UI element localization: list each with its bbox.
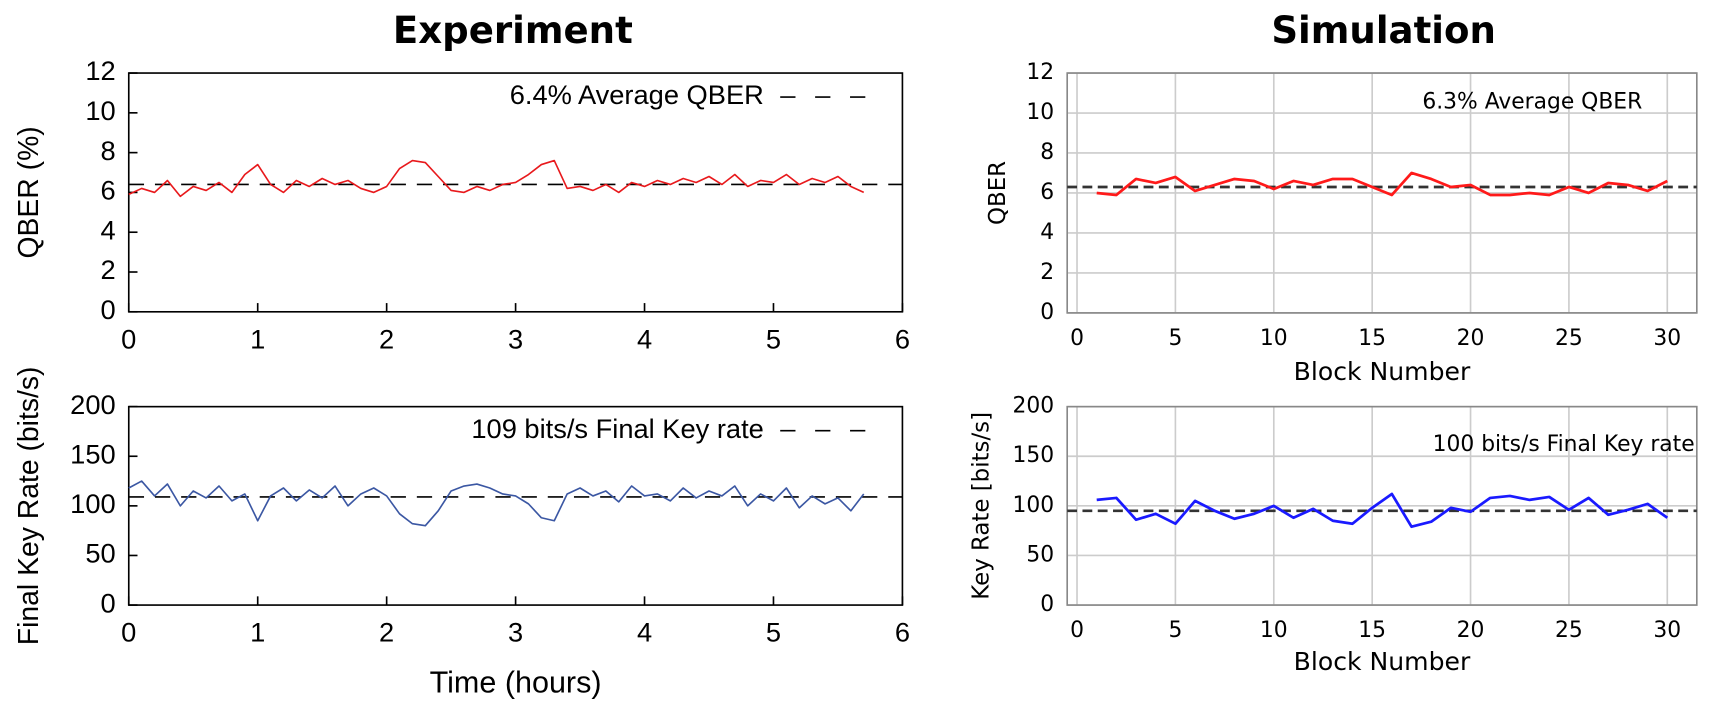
- x-tick-label: 0: [121, 617, 136, 648]
- y-tick-label: 10: [85, 95, 115, 126]
- data-line: [1096, 492, 1669, 529]
- x-tick-label: 2: [379, 617, 394, 648]
- data-line: [1096, 171, 1668, 197]
- x-tick-label: 15: [1358, 618, 1386, 643]
- panel: 0 50 100 150 200 0 1 2 3 4 5 6 109 bits/s Final Key …: [13, 367, 910, 700]
- y-tick-label: 6: [101, 175, 116, 206]
- y-tick-label: 0: [1040, 592, 1054, 617]
- panel: 0 2 4 6 8 10 12 0 5 10 15 20 25 30 6.3% Average QBER QB…: [985, 60, 1698, 386]
- y-tick-label: 0: [1040, 300, 1054, 325]
- y-tick-label: 200: [1012, 394, 1054, 419]
- x-axis-label: Time (hours): [430, 666, 602, 700]
- x-tick-label: 5: [766, 617, 781, 648]
- x-tick-label: 30: [1653, 326, 1681, 351]
- x-axis-label: Block Number: [1294, 647, 1471, 676]
- x-tick-label: 6: [895, 323, 910, 354]
- plot-frame: [1066, 405, 1698, 606]
- data-line: [128, 480, 865, 527]
- y-tick-label: 12: [1026, 60, 1054, 85]
- x-tick-label: 10: [1260, 618, 1288, 643]
- y-tick-label: 50: [85, 538, 115, 569]
- y-tick-label: 4: [101, 214, 116, 245]
- y-tick-label: 200: [70, 389, 115, 420]
- panel: 0 50 100 150 200 0 5 10 15 20 25 30 100 bits/s Final…: [969, 394, 1698, 676]
- y-tick-label: 2: [101, 254, 116, 285]
- y-tick-label: 8: [101, 135, 116, 166]
- plot-frame: [1066, 72, 1698, 314]
- x-tick-label: 0: [1070, 326, 1084, 351]
- y-tick-label: 4: [1040, 220, 1054, 245]
- x-tick-label: 6: [895, 617, 910, 648]
- x-tick-label: 2: [379, 323, 394, 354]
- x-tick-label: 25: [1555, 618, 1583, 643]
- y-tick-label: 50: [1026, 542, 1054, 567]
- x-tick-label: 4: [637, 323, 652, 354]
- plot-frame: [127, 72, 904, 313]
- legend-label: 100 bits/s Final Key rate: [1433, 432, 1695, 457]
- x-tick-label: 30: [1653, 618, 1681, 643]
- y-tick-label: 100: [70, 488, 115, 519]
- x-tick-label: 5: [1168, 326, 1182, 351]
- y-tick-label: 100: [1012, 493, 1054, 518]
- column-title: Simulation: [1271, 9, 1496, 52]
- x-tick-label: 25: [1555, 326, 1583, 351]
- x-tick-label: 15: [1358, 326, 1386, 351]
- y-tick-label: 10: [1026, 100, 1054, 125]
- column-title: Experiment: [393, 9, 633, 52]
- y-tick-label: 12: [85, 55, 115, 86]
- y-axis-label: Final Key Rate (bits/s): [13, 367, 45, 646]
- plot-frame: [127, 405, 904, 606]
- x-tick-label: 3: [508, 617, 523, 648]
- y-tick-label: 150: [70, 438, 115, 469]
- x-axis-label: Block Number: [1294, 357, 1471, 386]
- x-tick-label: 5: [1168, 618, 1182, 643]
- x-tick-label: 5: [766, 323, 781, 354]
- legend-label: 109 bits/s Final Key rate: [471, 413, 763, 444]
- x-tick-label: 4: [637, 617, 652, 648]
- y-axis-label: QBER (%): [13, 126, 45, 258]
- x-tick-label: 3: [508, 323, 523, 354]
- y-tick-label: 8: [1040, 140, 1054, 165]
- x-tick-label: 1: [250, 617, 265, 648]
- x-tick-label: 10: [1260, 326, 1288, 351]
- y-axis-label: Key Rate [bits/s]: [969, 412, 995, 600]
- y-tick-label: 6: [1040, 180, 1054, 205]
- data-line: [128, 159, 865, 198]
- x-tick-label: 20: [1457, 618, 1485, 643]
- x-tick-label: 0: [121, 323, 136, 354]
- y-tick-label: 0: [101, 294, 116, 325]
- y-tick-label: 0: [101, 587, 116, 618]
- legend-label: 6.4% Average QBER: [510, 79, 764, 110]
- x-tick-label: 0: [1070, 618, 1084, 643]
- legend-label: 6.3% Average QBER: [1422, 89, 1642, 114]
- x-tick-label: 1: [250, 323, 265, 354]
- y-axis-label: QBER: [985, 161, 1011, 225]
- x-tick-label: 20: [1457, 326, 1485, 351]
- y-tick-label: 150: [1012, 443, 1054, 468]
- y-tick-label: 2: [1040, 260, 1054, 285]
